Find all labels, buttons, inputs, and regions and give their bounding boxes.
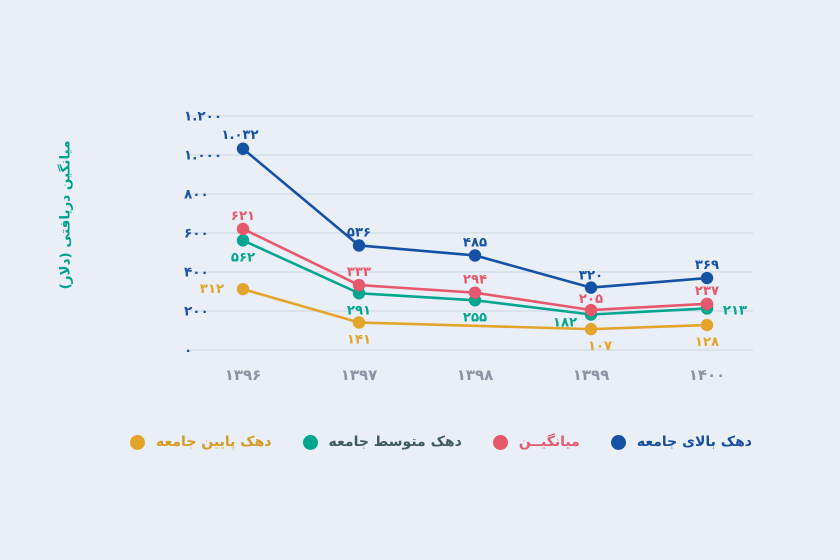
data-point-upper-1396 [236,142,250,155]
data-label-mean-1399: ۲۰۵ [579,292,603,307]
legend-dot-mean [492,434,508,450]
legend-label-middle: دهک متوسط جامعه [328,434,462,450]
data-label-upper-1397: ۵۳۶ [347,225,371,240]
line-chart: ۰ ۲۰۰ ۴۰۰ ۶۰۰ ۸۰۰ ۱.۰۰۰ ۱.۲۰۰ ۱۳۹۶ ۱۳۹۷ ۱۳۹۸ ۱۳۹۹ ۱… [184,109,753,384]
data-point-lower-1396 [236,282,250,296]
legend-dot-middle [302,434,318,450]
data-point-mean-1399 [584,303,598,317]
legend: دهک پایین جامعه دهک متوسط جامعه میانگیــن د… [130,429,752,455]
x-tick-label: ۱۳۹۹ [573,366,610,384]
data-point-mean-1397 [352,278,366,292]
legend-item-upper[interactable]: دهک بالای جامعه [610,434,752,450]
data-label-mean-1397: ۳۳۳ [347,265,371,280]
legend-label-lower: دهک پایین جامعه [156,434,272,450]
legend-dot-upper [610,434,626,450]
x-tick-label: ۱۳۹۷ [341,366,378,384]
legend-dot-lower [130,434,145,450]
data-label-middle-1396: ۵۶۲ [231,250,255,265]
y-axis-title: میانگین دریافتی (دلار) [37,115,93,315]
data-label-upper-1399: ۳۲۰ [579,269,603,284]
data-point-middle-1396 [236,234,250,247]
y-tick-label: ۸۰۰ [184,187,209,203]
data-point-lower-1397 [352,316,366,329]
data-label-middle-1397: ۲۹۱ [347,303,371,318]
data-point-lower-1400 [700,318,714,332]
y-tick-label: ۱.۰۰۰ [184,148,222,164]
data-label-upper-1400: ۳۶۹ [695,258,719,273]
data-point-upper-1397 [352,239,366,252]
series-line-upper [241,147,709,289]
data-label-lower-1397: ۱۴۱ [347,333,371,348]
data-label-lower-1396: ۳۱۲ [200,282,224,297]
legend-label-mean: میانگیــن [518,434,580,450]
x-tick-label: ۱۴۰۰ [689,366,726,384]
y-tick-label: ۶۰۰ [184,226,209,242]
y-axis-title-text: میانگین دریافتی (دلار) [57,140,74,290]
data-label-lower-1400: ۱۲۸ [695,335,719,350]
data-point-upper-1400 [700,271,714,285]
y-tick-label: ۰ [184,343,192,359]
legend-item-middle[interactable]: دهک متوسط جامعه [302,434,462,450]
y-tick-label: ۱.۲۰۰ [184,109,222,125]
x-tick-label: ۱۳۹۸ [457,366,494,384]
legend-item-lower[interactable]: دهک پایین جامعه [130,434,271,450]
data-label-middle-1400: ۲۱۳ [723,303,747,318]
data-point-upper-1398 [468,249,482,262]
data-point-mean-1398 [468,286,482,299]
y-tick-label: ۴۰۰ [184,265,209,281]
legend-item-mean[interactable]: میانگیــن [492,434,580,450]
data-label-upper-1398: ۴۸۵ [463,235,487,250]
data-point-lower-1399 [584,322,598,336]
series-line-lower [241,287,709,331]
data-label-upper-1396: ۱.۰۳۲ [221,128,258,143]
data-point-mean-1396 [236,222,250,236]
data-point-upper-1399 [584,281,598,294]
legend-label-upper: دهک بالای جامعه [636,434,752,450]
data-label-mean-1400: ۲۳۷ [695,284,719,299]
data-label-middle-1398: ۲۵۵ [463,310,487,325]
x-tick-label: ۱۳۹۶ [225,366,262,384]
data-label-lower-1399: ۱۰۷ [588,339,612,354]
data-label-mean-1398: ۲۹۴ [463,273,487,288]
y-tick-label: ۲۰۰ [184,304,209,320]
data-point-mean-1400 [700,297,714,310]
data-label-middle-1399: ۱۸۲ [553,316,577,331]
data-label-mean-1396: ۶۲۱ [231,209,255,224]
